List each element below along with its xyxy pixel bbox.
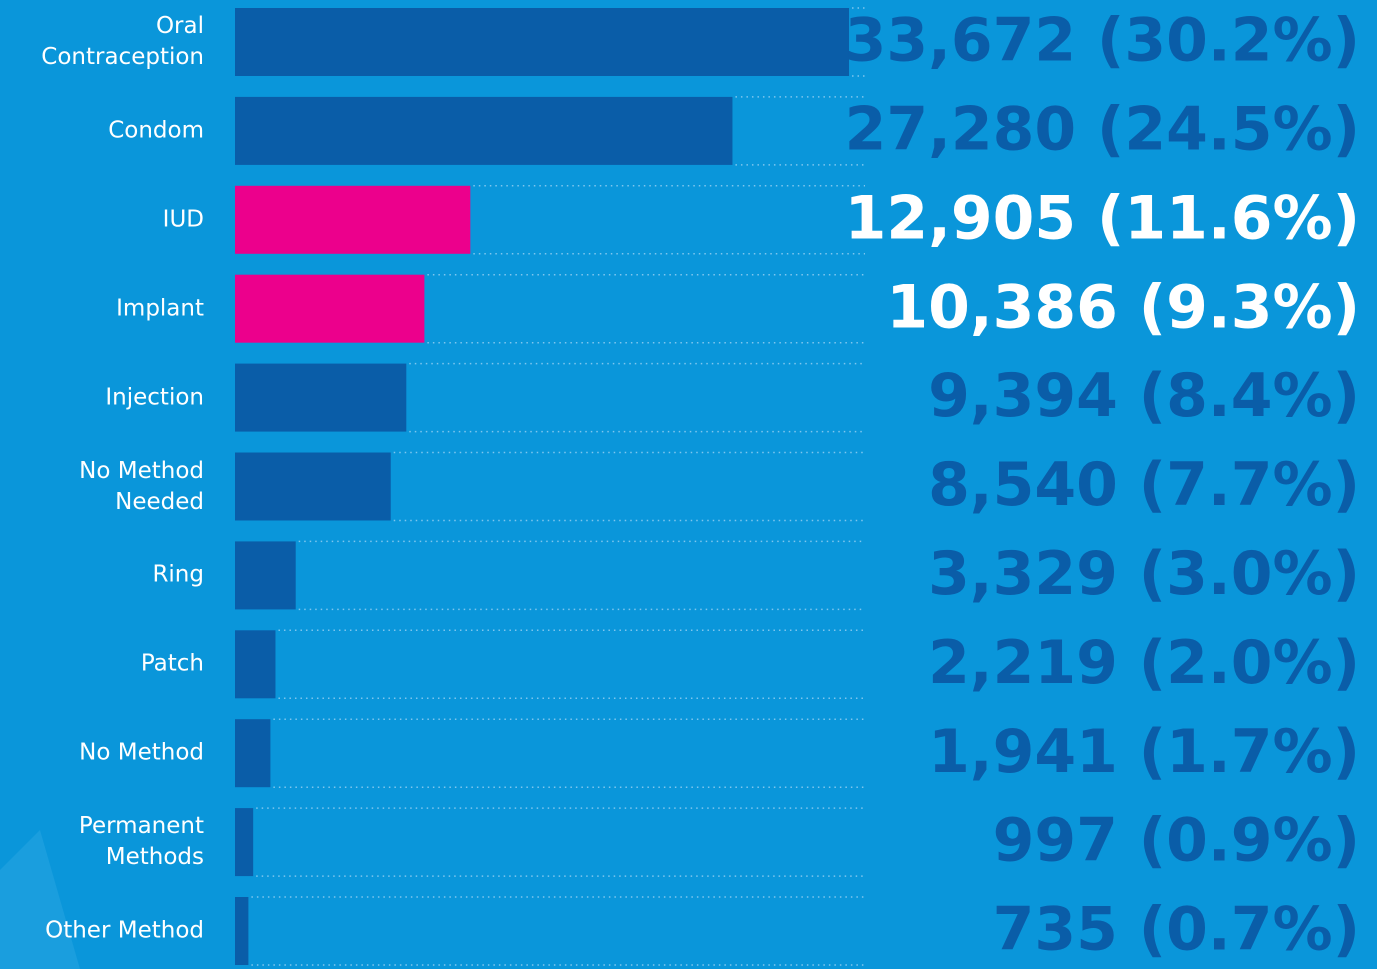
bar [235,363,407,432]
category-label: Implant [116,295,204,322]
bar [235,897,249,965]
category-label: Ring [152,561,204,588]
value-label: 9,394 (8.4%) [928,361,1360,431]
value-label: 997 (0.9%) [993,806,1360,876]
bar [235,8,850,76]
value-label: 33,672 (30.2%) [845,6,1360,76]
category-label: No Method Needed [79,457,204,515]
value-label: 8,540 (7.7%) [928,450,1360,520]
category-label: Condom [108,117,204,144]
bar [235,274,425,343]
value-label: 27,280 (24.5%) [845,94,1360,164]
category-label: Oral Contraception [41,13,204,70]
bar [235,719,271,788]
value-label: 735 (0.7%) [993,895,1360,965]
category-label: IUD [162,206,204,233]
value-label: 10,386 (9.3%) [886,272,1360,342]
bar [235,630,276,699]
value-label: 3,329 (3.0%) [928,539,1360,609]
value-label: 2,219 (2.0%) [928,628,1360,698]
category-label: Permanent Methods [78,813,204,871]
bar [235,452,391,521]
category-label: Patch [140,650,204,677]
category-label: Other Method [45,917,204,944]
bar [235,185,471,254]
bar [235,808,254,877]
value-label: 1,941 (1.7%) [928,717,1360,787]
bar [235,96,733,165]
category-label: Injection [105,384,204,411]
decor-stripe [0,830,80,969]
value-label: 12,905 (11.6%) [845,183,1360,253]
category-label: No Method [79,739,204,766]
bar [235,541,296,610]
